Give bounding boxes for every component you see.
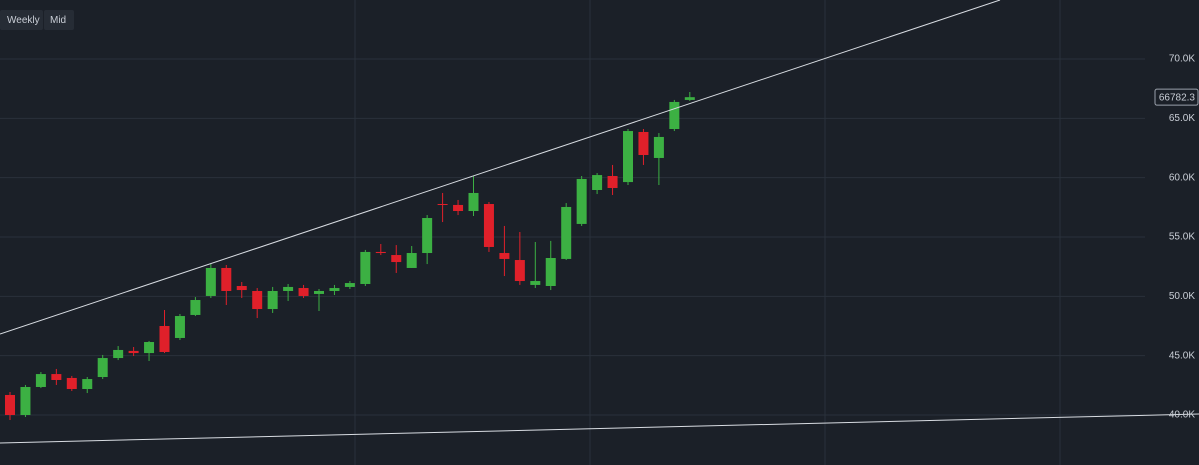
trend-line	[0, 0, 1001, 335]
last-price-marker	[1154, 88, 1199, 106]
candle-body	[298, 288, 309, 296]
candle-body	[97, 358, 108, 378]
candle-body	[314, 290, 324, 294]
candle-body	[576, 178, 587, 224]
candle-body	[66, 377, 77, 390]
candle-body	[623, 131, 633, 183]
candle-body	[20, 386, 31, 415]
candle-body	[159, 325, 170, 352]
candle-body	[499, 253, 510, 259]
price-mode-button[interactable]: Mid	[50, 15, 66, 26]
candle-body	[530, 281, 541, 285]
candles	[5, 91, 695, 420]
candle-body	[221, 267, 232, 291]
candle-body	[128, 350, 139, 354]
y-tick-label: 50.0K	[1169, 291, 1195, 302]
trend-line	[0, 413, 1199, 444]
candle-body	[190, 300, 201, 315]
y-axis: 40.0K 45.0K 50.0K 55.0K 60.0K 65.0K 70.0K 66782…	[1154, 54, 1199, 421]
toolbar: Weekly Mid	[0, 10, 74, 30]
candle-body	[113, 349, 124, 359]
candle-body	[174, 316, 185, 338]
candle-body	[236, 286, 247, 291]
candle-body	[252, 290, 263, 310]
grid	[0, 58, 1145, 416]
candle-body	[360, 251, 371, 284]
candle-body	[205, 267, 216, 296]
candle-body	[391, 255, 402, 263]
candle-body	[144, 342, 155, 354]
candle-body	[684, 97, 695, 100]
y-tick-label: 45.0K	[1169, 350, 1195, 361]
candle-body	[406, 253, 417, 268]
candle-body	[514, 260, 525, 282]
candle-body	[5, 394, 15, 415]
candle-body	[344, 283, 355, 287]
button-bg	[0, 10, 43, 30]
button-bg	[44, 10, 74, 30]
candle-body	[638, 131, 649, 155]
y-tick-label: 40.0K	[1169, 410, 1195, 421]
interval-button[interactable]: Weekly	[7, 15, 40, 26]
candle-body	[607, 176, 618, 188]
last-price-label: 66782.3	[1159, 92, 1196, 103]
candle-body	[592, 175, 603, 191]
candle-body	[422, 218, 433, 254]
candle-body	[329, 288, 340, 291]
candle-body	[483, 204, 494, 247]
candle-body	[468, 192, 479, 212]
candle-body	[545, 258, 556, 287]
candle-body	[653, 136, 664, 158]
candle-body	[561, 206, 572, 259]
candle-body	[453, 204, 464, 212]
y-tick-label: 65.0K	[1169, 113, 1195, 124]
y-tick-label: 60.0K	[1169, 172, 1195, 183]
candle-body	[375, 251, 386, 254]
candle-body	[35, 374, 46, 387]
time-grid	[354, 0, 1061, 465]
y-tick-label: 55.0K	[1169, 232, 1195, 243]
candle-body	[283, 286, 294, 291]
candle-body	[669, 101, 680, 130]
candle-body	[267, 290, 278, 310]
candle-body	[82, 379, 93, 390]
y-tick-label: 70.0K	[1169, 54, 1195, 65]
candle-body	[51, 374, 62, 380]
candle-body	[437, 204, 448, 206]
